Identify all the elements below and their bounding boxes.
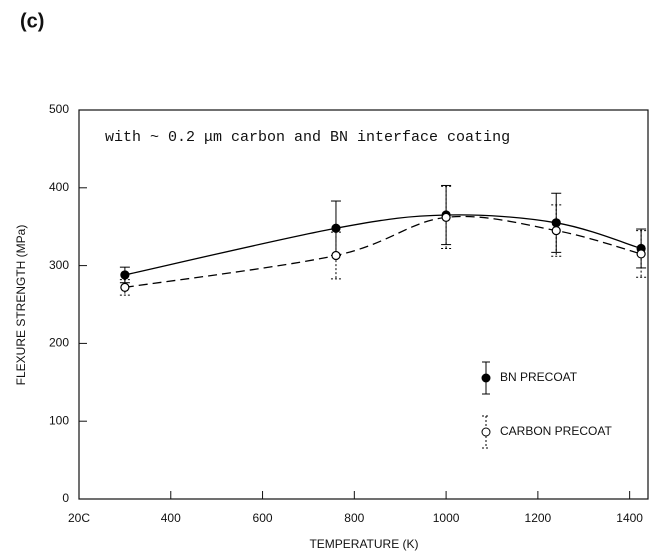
x-tick-label: 800 xyxy=(344,511,364,525)
data-point xyxy=(331,250,341,261)
series-line xyxy=(124,214,642,276)
y-tick-label: 300 xyxy=(49,258,69,272)
panel-label: (c) xyxy=(20,10,44,32)
legend-marker xyxy=(481,373,491,383)
y-tick-label: 100 xyxy=(49,413,69,427)
series-line xyxy=(124,215,642,289)
legend-label: BN PRECOAT xyxy=(500,370,578,384)
data-point xyxy=(636,249,646,259)
x-axis-label: TEMPERATURE (K) xyxy=(309,537,418,551)
y-axis-label: FLEXURE STRENGTH (MPa) xyxy=(14,225,28,386)
data-point xyxy=(551,225,561,236)
y-tick-label: 0 xyxy=(62,491,69,505)
legend-marker xyxy=(481,427,491,437)
x-tick-label: 1000 xyxy=(433,511,460,525)
plot-frame xyxy=(78,109,649,500)
data-point xyxy=(120,270,130,280)
data-point xyxy=(120,282,130,292)
x-tick-label: 20C xyxy=(68,511,90,525)
x-tick-label: 600 xyxy=(253,511,273,525)
x-tick-label: 1200 xyxy=(525,511,552,525)
x-tick-label: 1400 xyxy=(616,511,643,525)
y-tick-label: 200 xyxy=(49,336,69,350)
data-point xyxy=(331,223,341,233)
data-point xyxy=(441,212,451,222)
y-tick-label: 400 xyxy=(49,180,69,194)
x-tick-label: 400 xyxy=(161,511,181,525)
legend-label: CARBON PRECOAT xyxy=(500,424,612,438)
annotation: with ~ 0.2 μm carbon and BN interface co… xyxy=(105,129,510,146)
y-tick-label: 500 xyxy=(49,102,69,116)
